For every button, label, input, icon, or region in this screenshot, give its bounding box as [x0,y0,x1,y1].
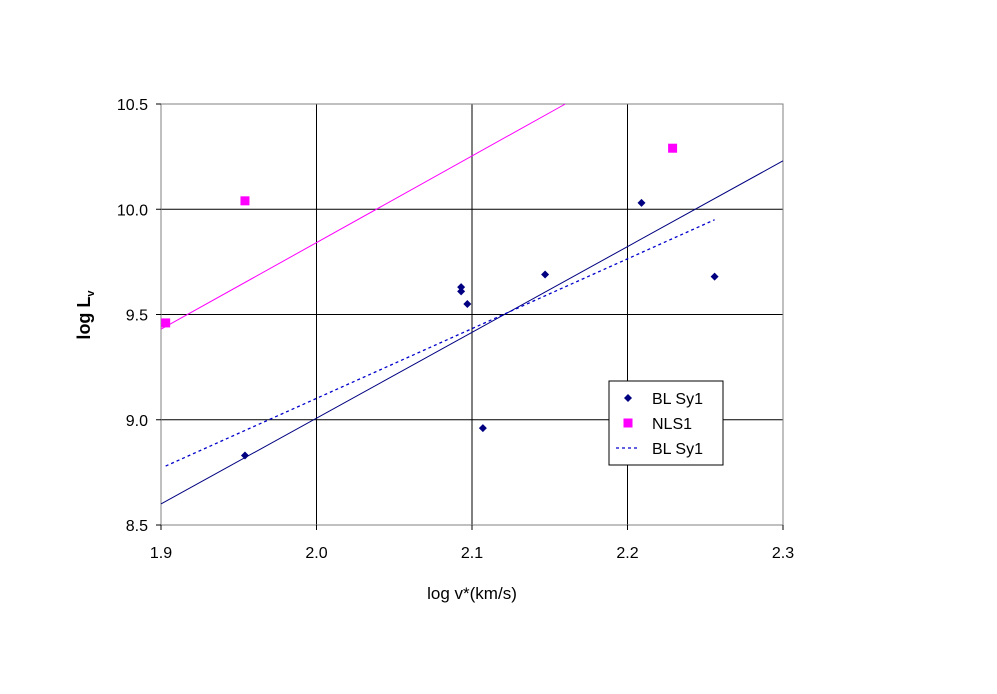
y-tick-label: 10.0 [117,202,148,219]
point-bl-sy1 [463,299,472,308]
point-nls1 [240,196,250,206]
legend-diamond-swatch [624,394,632,402]
legend-entry-label: BL Sy1 [652,391,703,408]
trend-lines [160,103,784,505]
y-axis-label: log Lv [74,290,97,340]
y-tick-label: 10.5 [117,97,148,114]
x-tick-labels: 1.9 2.0 2.1 2.2 2.3 [150,525,794,562]
point-bl-sy1 [478,424,487,433]
x-tick-label: 1.9 [150,545,172,562]
fit-line [160,160,784,505]
point-bl-sy1 [240,451,249,460]
x-tick-label: 2.1 [461,545,483,562]
legend: BL Sy1 NLS1 BL Sy1 [608,380,724,466]
point-bl-sy1 [637,198,646,207]
y-tick-label: 8.5 [126,518,148,535]
x-tick-label: 2.3 [772,545,794,562]
point-bl-sy1 [541,270,550,279]
y-tick-labels: 8.5 9.0 9.5 10.0 10.5 [117,97,161,535]
y-tick-label: 9.5 [126,308,148,325]
y-tick-label: 9.0 [126,413,148,430]
legend-square-swatch [623,418,633,428]
point-nls1 [161,318,171,328]
fit-line-dashed [165,219,715,467]
point-bl-sy1 [710,272,719,281]
data-points [161,143,719,460]
y-axis-label-subscript: v [85,290,97,297]
x-tick-label: 2.2 [616,545,638,562]
legend-entry-label: BL Sy1 [652,441,703,458]
x-axis-label: log v*(km/s) [427,584,517,603]
point-bl-sy1 [457,287,466,296]
point-bl-sy1 [457,283,466,292]
x-tick-label: 2.0 [305,545,327,562]
legend-entry-label: NLS1 [652,416,692,433]
y-axis-label-main: log L [74,297,94,340]
point-nls1 [668,143,678,153]
fit-line [160,103,566,330]
